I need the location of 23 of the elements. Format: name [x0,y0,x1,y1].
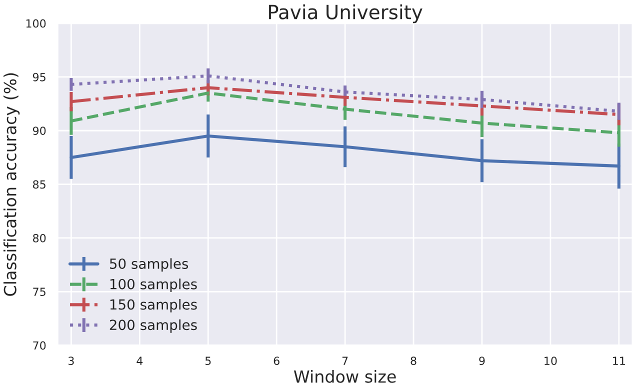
x-tick-label: 3 [68,356,74,366]
x-tick-label: 11 [613,356,625,365]
x-tick-label: 10 [544,356,557,366]
legend-label: 50 samples [110,258,188,272]
chart-title: Pavia University [269,4,422,24]
legend-label: 200 samples [110,319,197,333]
y-tick-label: 95 [32,72,46,82]
y-tick-label: 80 [33,234,46,242]
y-tick-label: 70 [33,341,46,350]
x-tick-label: 4 [136,356,143,365]
x-tick-label: 6 [274,356,280,366]
x-tick-label: 9 [479,356,485,366]
y-tick-label: 75 [33,288,46,296]
x-tick-label: 7 [342,356,348,365]
x-tick-label: 8 [410,356,416,366]
x-axis-title: Window size [294,370,396,383]
y-tick-label: 100 [26,19,46,28]
y-tick-label: 90 [32,126,46,136]
y-axis-title: Classification accuracy (%) [4,73,20,296]
legend-label: 150 samples [110,298,197,312]
y-tick-label: 85 [33,180,46,189]
legend-label: 100 samples [110,278,197,292]
x-tick-label: 5 [205,356,211,366]
